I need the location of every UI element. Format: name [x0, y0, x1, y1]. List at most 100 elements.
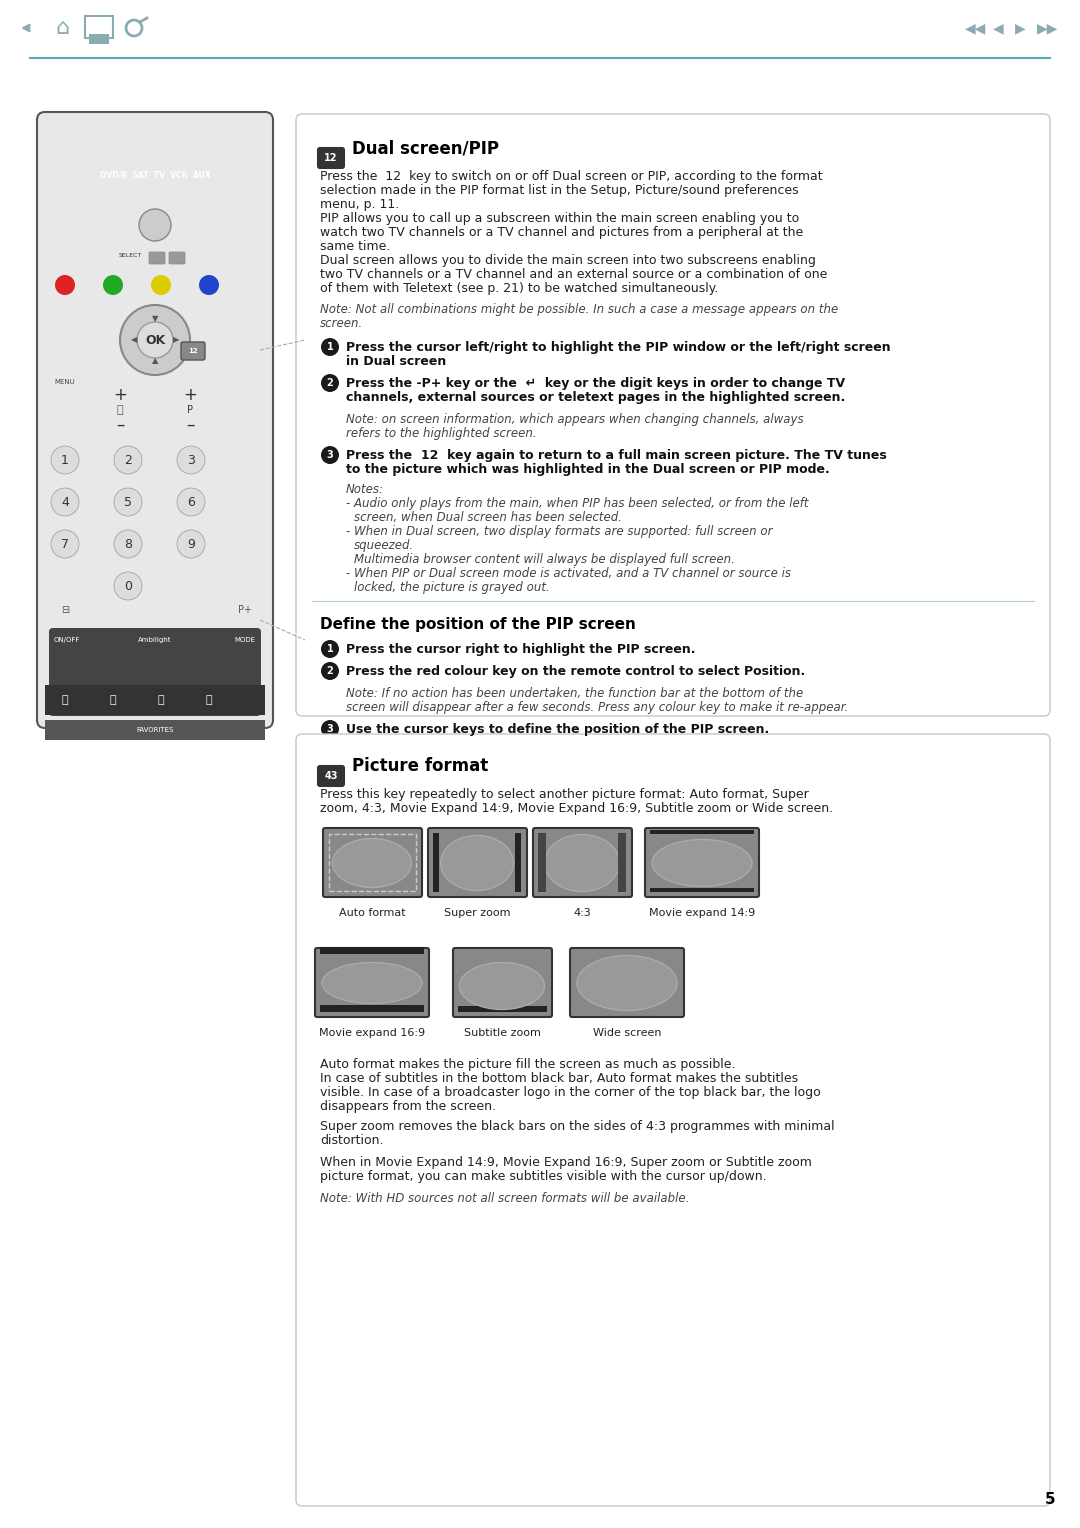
FancyBboxPatch shape — [570, 947, 684, 1018]
Text: Press the -P+ key or the  ↵  key or the digit keys in order to change TV: Press the -P+ key or the ↵ key or the di… — [346, 377, 846, 390]
Text: –: – — [186, 416, 194, 434]
Text: ⊟: ⊟ — [60, 605, 69, 614]
FancyBboxPatch shape — [315, 947, 429, 1018]
Text: Picture format: Picture format — [352, 756, 488, 775]
FancyBboxPatch shape — [296, 733, 1050, 1507]
Text: 1: 1 — [326, 643, 334, 654]
FancyBboxPatch shape — [458, 1005, 546, 1012]
Text: Press the  12  key again to return to a full main screen picture. The TV tunes: Press the 12 key again to return to a fu… — [346, 449, 887, 461]
Ellipse shape — [322, 963, 422, 1004]
Text: ▶: ▶ — [1015, 21, 1025, 35]
Text: 3: 3 — [187, 454, 194, 466]
FancyBboxPatch shape — [149, 252, 165, 264]
Text: DVD/R  SAT  TV  VCR  AUX: DVD/R SAT TV VCR AUX — [99, 171, 211, 179]
Text: 9: 9 — [187, 538, 194, 550]
Text: Press the cursor left/right to highlight the PIP window or the left/right screen: Press the cursor left/right to highlight… — [346, 341, 891, 354]
FancyBboxPatch shape — [428, 828, 527, 897]
FancyBboxPatch shape — [650, 830, 754, 834]
FancyBboxPatch shape — [320, 1005, 424, 1012]
FancyBboxPatch shape — [320, 947, 424, 953]
FancyBboxPatch shape — [538, 833, 546, 892]
Text: MENU: MENU — [55, 379, 76, 385]
Ellipse shape — [441, 836, 513, 891]
Ellipse shape — [652, 839, 752, 886]
Text: MODE: MODE — [234, 637, 256, 643]
Text: Ambilight: Ambilight — [138, 637, 172, 643]
Text: ◀◀: ◀◀ — [966, 21, 987, 35]
Text: Define the position of the PIP screen: Define the position of the PIP screen — [320, 617, 636, 633]
Text: Note: on screen information, which appears when changing channels, always: Note: on screen information, which appea… — [346, 413, 804, 426]
Text: ⏪: ⏪ — [110, 695, 117, 704]
Text: squeezed.: squeezed. — [354, 539, 415, 552]
Text: 8: 8 — [124, 538, 132, 550]
Text: ⏭: ⏭ — [205, 695, 213, 704]
Circle shape — [114, 571, 141, 601]
FancyBboxPatch shape — [329, 834, 416, 891]
Text: same time.: same time. — [320, 240, 390, 254]
Text: 5: 5 — [1044, 1493, 1055, 1508]
Text: 5: 5 — [124, 495, 132, 509]
FancyBboxPatch shape — [318, 766, 345, 785]
Text: 2: 2 — [326, 666, 334, 675]
Text: In case of subtitles in the bottom black bar, Auto format makes the subtitles: In case of subtitles in the bottom black… — [320, 1073, 798, 1085]
Circle shape — [321, 662, 339, 680]
Text: Movie expand 16:9: Movie expand 16:9 — [319, 1028, 426, 1038]
Text: ◀: ◀ — [131, 336, 137, 344]
FancyBboxPatch shape — [650, 888, 754, 892]
Text: menu, p. 11.: menu, p. 11. — [320, 199, 400, 211]
Text: +: + — [113, 387, 127, 403]
Text: Notes:: Notes: — [346, 483, 384, 497]
FancyBboxPatch shape — [168, 252, 185, 264]
Text: ▼: ▼ — [152, 315, 159, 324]
Circle shape — [321, 374, 339, 393]
FancyBboxPatch shape — [45, 685, 265, 715]
Text: Press the red colour key on the remote control to select Position.: Press the red colour key on the remote c… — [346, 665, 806, 678]
Circle shape — [321, 720, 339, 738]
Ellipse shape — [459, 963, 544, 1010]
Text: 12: 12 — [324, 153, 338, 163]
Text: watch two TV channels or a TV channel and pictures from a peripheral at the: watch two TV channels or a TV channel an… — [320, 226, 804, 238]
Circle shape — [139, 209, 171, 241]
Text: 7: 7 — [60, 538, 69, 550]
Text: OK: OK — [145, 333, 165, 347]
Text: 🔊: 🔊 — [117, 405, 123, 416]
Text: two TV channels or a TV channel and an external source or a combination of one: two TV channels or a TV channel and an e… — [320, 267, 827, 281]
Text: locked, the picture is grayed out.: locked, the picture is grayed out. — [354, 581, 550, 594]
Text: ◀: ◀ — [993, 21, 1003, 35]
Circle shape — [120, 306, 190, 374]
Text: - When in Dual screen, two display formats are supported: full screen or: - When in Dual screen, two display forma… — [346, 526, 772, 538]
FancyBboxPatch shape — [296, 115, 1050, 717]
Text: Note: With HD sources not all screen formats will be available.: Note: With HD sources not all screen for… — [320, 1192, 689, 1206]
Text: 1: 1 — [62, 454, 69, 466]
Text: When in Movie Expand 14:9, Movie Expand 16:9, Super zoom or Subtitle zoom: When in Movie Expand 14:9, Movie Expand … — [320, 1157, 812, 1169]
FancyBboxPatch shape — [453, 947, 552, 1018]
Circle shape — [177, 530, 205, 558]
Text: ▶▶: ▶▶ — [1038, 21, 1058, 35]
Text: of them with Teletext (see p. 21) to be watched simultaneously.: of them with Teletext (see p. 21) to be … — [320, 283, 718, 295]
Text: Note: Not all combinations might be possible. In such a case a message appears o: Note: Not all combinations might be poss… — [320, 303, 838, 316]
Text: Press this key repeatedly to select another picture format: Auto format, Super: Press this key repeatedly to select anot… — [320, 788, 809, 801]
FancyBboxPatch shape — [89, 34, 109, 44]
FancyBboxPatch shape — [37, 112, 273, 727]
Text: Dual screen allows you to divide the main screen into two subscreens enabling: Dual screen allows you to divide the mai… — [320, 254, 815, 267]
Text: 2: 2 — [124, 454, 132, 466]
Text: 12: 12 — [188, 348, 198, 354]
Text: –: – — [116, 416, 124, 434]
Text: PIP allows you to call up a subscreen within the main screen enabling you to: PIP allows you to call up a subscreen wi… — [320, 212, 799, 225]
Text: Subtitle zoom: Subtitle zoom — [463, 1028, 540, 1038]
Text: - When PIP or Dual screen mode is activated, and a TV channel or source is: - When PIP or Dual screen mode is activa… — [346, 567, 791, 581]
Circle shape — [177, 487, 205, 516]
Circle shape — [137, 322, 173, 358]
Text: screen.: screen. — [320, 316, 363, 330]
Text: FAVORITES: FAVORITES — [136, 727, 174, 733]
Circle shape — [51, 446, 79, 474]
Text: ▲: ▲ — [152, 356, 159, 365]
Text: Movie expand 14:9: Movie expand 14:9 — [649, 908, 755, 918]
Text: ⏮: ⏮ — [62, 695, 68, 704]
Text: Auto format makes the picture fill the screen as much as possible.: Auto format makes the picture fill the s… — [320, 1057, 735, 1071]
Text: ON/OFF: ON/OFF — [54, 637, 80, 643]
Text: Super zoom: Super zoom — [444, 908, 510, 918]
Text: ⏩: ⏩ — [158, 695, 164, 704]
Circle shape — [55, 275, 75, 295]
Text: P+: P+ — [238, 605, 252, 614]
